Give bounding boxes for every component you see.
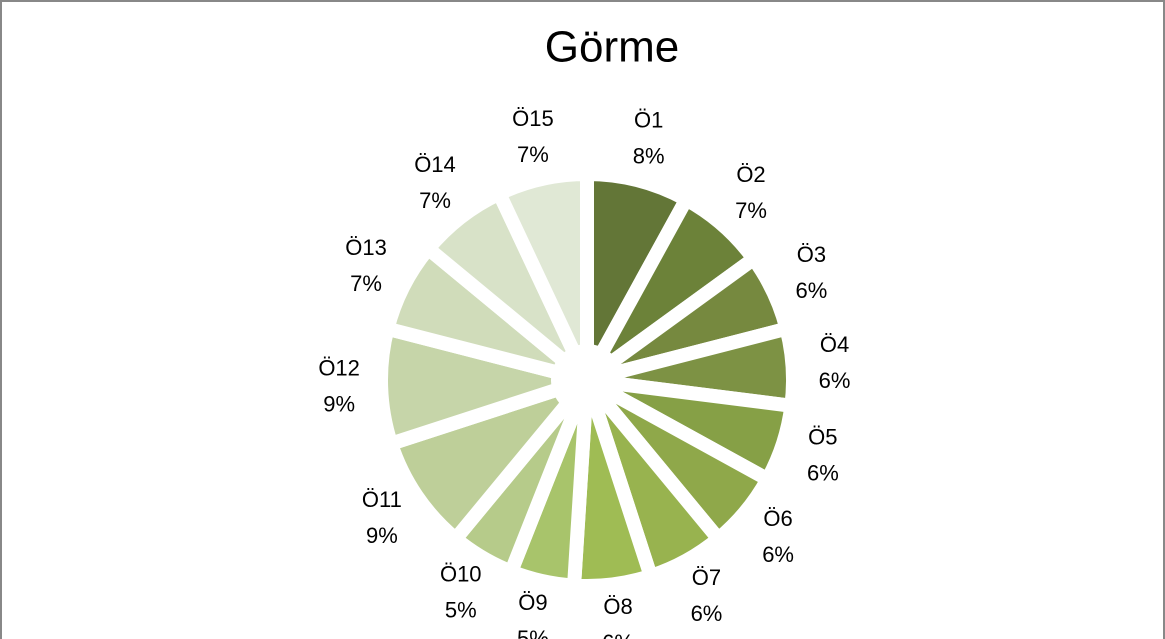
- slice-value-label: 6%: [691, 601, 723, 626]
- slice-value-label: 5%: [517, 626, 549, 639]
- slice-value-label: 7%: [350, 271, 382, 296]
- slice-label: Ö2: [736, 162, 765, 187]
- slice-value-label: 5%: [445, 597, 477, 622]
- pie-center: [551, 344, 623, 416]
- slice-label: Ö1: [634, 108, 663, 133]
- slice-label: Ö12: [318, 356, 360, 381]
- slice-value-label: 9%: [323, 392, 355, 417]
- slice-label: Ö10: [440, 561, 482, 586]
- slice-label: Ö5: [808, 424, 837, 449]
- slice-value-label: 6%: [819, 368, 851, 393]
- slice-value-label: 6%: [807, 460, 839, 485]
- slice-label: Ö13: [345, 235, 387, 260]
- slice-value-label: 8%: [633, 144, 665, 169]
- slice-value-label: 9%: [366, 523, 398, 548]
- slice-label: Ö9: [518, 590, 547, 615]
- slice-value-label: 6%: [762, 542, 794, 567]
- slice-label: Ö4: [820, 332, 849, 357]
- slice-value-label: 7%: [419, 188, 451, 213]
- slice-label: Ö7: [692, 565, 721, 590]
- slice-label: Ö8: [603, 594, 632, 619]
- slice-label: Ö14: [414, 152, 456, 177]
- chart-title: Görme: [545, 23, 679, 72]
- slice-value-label: 6%: [602, 630, 634, 639]
- slice-label: Ö11: [362, 487, 402, 512]
- slice-label: Ö3: [797, 242, 826, 267]
- pie-slice: [489, 166, 594, 383]
- slice-value-label: 7%: [735, 198, 767, 223]
- slice-label: Ö6: [763, 506, 792, 531]
- slice-value-label: 6%: [795, 278, 827, 303]
- slice-label: Ö15: [512, 106, 554, 131]
- slice-value-label: 7%: [517, 142, 549, 167]
